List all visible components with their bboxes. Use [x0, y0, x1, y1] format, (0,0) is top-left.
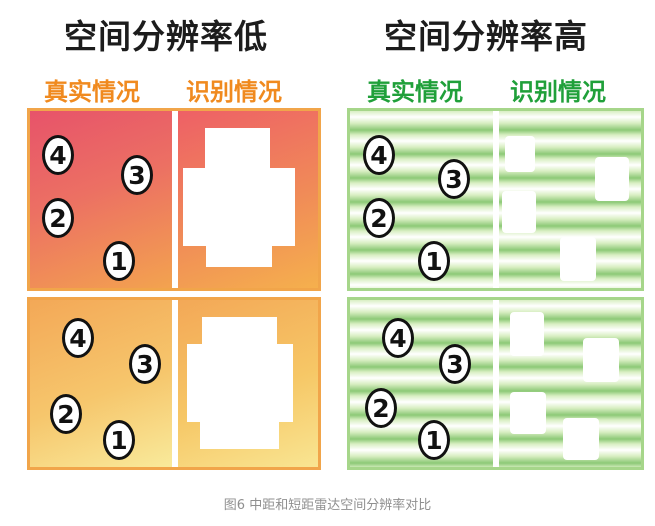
detected-blob — [187, 344, 293, 422]
detected-blob — [595, 157, 629, 201]
detected-blob — [200, 419, 279, 449]
tile-low-bottom-real — [30, 300, 172, 467]
subtitle-high-detected: 识别情况 — [510, 78, 606, 106]
detected-blob — [583, 338, 619, 382]
target-marker-1: 1 — [418, 241, 450, 281]
detected-blob — [505, 136, 535, 172]
target-marker-1: 1 — [103, 420, 135, 460]
divider — [493, 300, 499, 467]
target-marker-3: 3 — [121, 155, 153, 195]
panel-high-bottom: 4 3 2 1 — [347, 297, 644, 470]
detected-blob — [183, 168, 295, 246]
target-marker-3: 3 — [129, 344, 161, 384]
target-marker-4: 4 — [382, 318, 414, 358]
panel-high-top: 4 3 2 1 — [347, 108, 644, 291]
title-high-resolution: 空间分辨率高 — [384, 17, 588, 56]
detected-blob — [510, 312, 544, 356]
detected-blob — [502, 191, 536, 233]
divider — [172, 300, 178, 467]
detected-blob — [206, 243, 272, 267]
figure-caption: 图6 中距和短距雷达空间分辨率对比 — [223, 498, 432, 513]
target-marker-3: 3 — [438, 159, 470, 199]
target-marker-2: 2 — [363, 198, 395, 238]
detected-blob — [560, 237, 596, 281]
subtitle-low-real: 真实情况 — [44, 78, 140, 106]
divider — [172, 111, 178, 288]
target-marker-2: 2 — [42, 198, 74, 238]
divider — [493, 111, 499, 288]
panel-low-top: 4 3 2 1 — [27, 108, 321, 291]
detected-blob — [510, 392, 546, 434]
target-marker-2: 2 — [365, 388, 397, 428]
subtitle-high-real: 真实情况 — [367, 78, 463, 106]
panel-low-bottom: 4 3 2 1 — [27, 297, 321, 470]
target-marker-1: 1 — [418, 420, 450, 460]
target-marker-3: 3 — [439, 344, 471, 384]
subtitle-low-detected: 识别情况 — [186, 78, 282, 106]
detected-blob — [205, 128, 270, 170]
target-marker-4: 4 — [363, 135, 395, 175]
target-marker-1: 1 — [103, 241, 135, 281]
target-marker-2: 2 — [50, 394, 82, 434]
target-marker-4: 4 — [62, 318, 94, 358]
detected-blob — [563, 418, 599, 460]
detected-blob — [202, 317, 277, 347]
target-marker-4: 4 — [42, 135, 74, 175]
title-low-resolution: 空间分辨率低 — [64, 17, 268, 56]
